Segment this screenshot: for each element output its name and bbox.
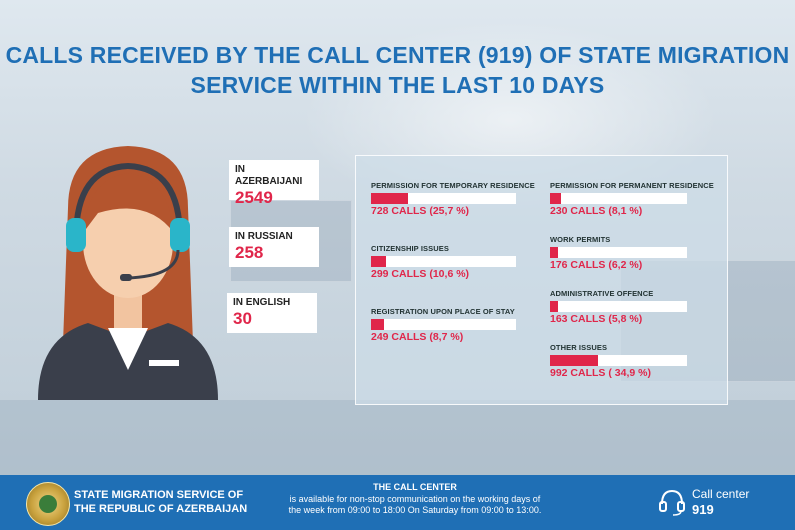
language-count: 30 [233,309,252,328]
bar-track [371,256,516,267]
bar-category-label: ADMINISTRATIVE OFFENCE [550,289,654,298]
bar-value-label: 163 CALLS (5,8 %) [550,313,643,325]
language-box-russian: IN RUSSIAN 258 [229,227,319,267]
bar-track [371,319,516,330]
call-center-hours-line-2: the week from 09:00 to 18:00 On Saturday… [288,505,542,515]
bar-fill [550,247,559,258]
footer-bar: STATE MIGRATION SERVICE OF THE REPUBLIC … [0,475,795,530]
title-line-2: SERVICE WITHIN THE LAST 10 DAYS [190,72,605,98]
bar-track [550,301,687,312]
bar-item: PERMISSION FOR PERMANENT RESIDENCE 230 C… [550,181,714,218]
bar-item: WORK PERMITS 176 CALLS (6,2 %) [550,235,687,272]
bar-value-label: 230 CALLS (8,1 %) [550,205,643,217]
bar-fill [550,193,562,204]
bar-value-label: 728 CALLS (25,7 %) [371,205,470,217]
bar-category-label: WORK PERMITS [550,235,611,244]
bar-item: OTHER ISSUES 992 CALLS ( 34,9 %) [550,343,687,380]
language-label: IN AZERBAIJANI [235,164,303,187]
bar-value-label: 249 CALLS (8,7 %) [371,331,464,343]
title-line-1: CALLS RECEIVED BY THE CALL CENTER (919) … [5,42,790,68]
bar-item: PERMISSION FOR TEMPORARY RESIDENCE 728 C… [371,181,535,218]
operator-avatar [38,146,218,400]
bar-value-label: 992 CALLS ( 34,9 %) [550,367,651,379]
organization-name: STATE MIGRATION SERVICE OF THE REPUBLIC … [74,488,247,516]
bar-track [550,193,687,204]
bar-fill [550,355,598,366]
bar-category-label: PERMISSION FOR TEMPORARY RESIDENCE [371,181,535,190]
bar-item: CITIZENSHIP ISSUES 299 CALLS (10,6 %) [371,244,516,281]
state-emblem-icon [26,482,70,526]
language-label: IN RUSSIAN [235,231,293,242]
bar-track [550,355,687,366]
background-desk [0,400,795,475]
language-count: 258 [235,243,264,262]
language-box-azerbaijani: IN AZERBAIJANI 2549 [229,160,319,207]
bar-category-label: CITIZENSHIP ISSUES [371,244,449,253]
bar-value-label: 299 CALLS (10,6 %) [371,268,470,280]
bar-fill [371,193,409,204]
language-count: 2549 [235,188,273,207]
bar-fill [550,301,558,312]
bar-track [371,193,516,204]
bar-track [550,247,687,258]
bar-item: ADMINISTRATIVE OFFENCE 163 CALLS (5,8 %) [550,289,687,326]
language-label: IN ENGLISH [233,297,291,308]
bar-category-label: PERMISSION FOR PERMANENT RESIDENCE [550,181,714,190]
call-center-hours-line-1: is available for non-stop communication … [289,494,541,504]
bar-category-label: OTHER ISSUES [550,343,608,352]
call-center-number: 919 [692,502,714,517]
call-center-title: THE CALL CENTER [373,482,457,492]
bar-value-label: 176 CALLS (6,2 %) [550,259,643,271]
call-center-hours: is available for non-stop communication … [262,494,568,516]
page-title: CALLS RECEIVED BY THE CALL CENTER (919) … [0,40,795,100]
organization-line-2: THE REPUBLIC OF AZERBAIJAN [74,503,248,515]
bar-fill [371,256,387,267]
organization-line-1: STATE MIGRATION SERVICE OF [74,489,244,501]
bar-item: REGISTRATION UPON PLACE OF STAY 249 CALL… [371,307,516,344]
headset-icon [659,489,685,516]
call-center-label: Call center [692,487,750,501]
language-box-english: IN ENGLISH 30 [227,293,317,333]
bar-category-label: REGISTRATION UPON PLACE OF STAY [371,307,515,316]
bar-fill [371,319,384,330]
issues-chart-panel: PERMISSION FOR TEMPORARY RESIDENCE 728 C… [355,155,728,405]
